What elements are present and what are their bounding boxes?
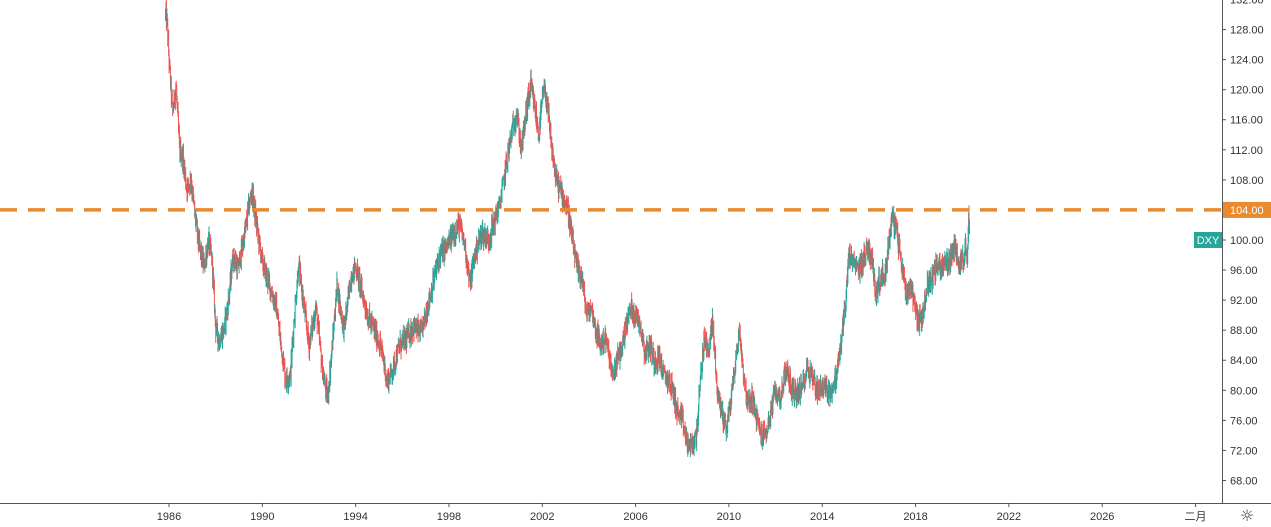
y-tick-label: 92.00 <box>1230 295 1258 307</box>
symbol-badge <box>1194 231 1222 248</box>
y-tick-label: 132.00 <box>1230 0 1264 6</box>
x-tick-label: 2014 <box>810 511 834 523</box>
x-tick-label: 2006 <box>623 511 647 523</box>
y-tick-label: 68.00 <box>1230 476 1258 488</box>
symbol-label: DXY <box>1197 235 1220 247</box>
x-tick-label: 2002 <box>530 511 554 523</box>
y-tick-label: 116.00 <box>1230 115 1263 127</box>
x-tick-label: 1990 <box>250 511 274 523</box>
x-tick-label: 2010 <box>717 511 741 523</box>
reference-price-badge <box>1223 201 1271 218</box>
x-tick-label: 1994 <box>343 511 367 523</box>
y-tick-label: 88.00 <box>1230 325 1258 337</box>
x-tick-label: 2022 <box>997 511 1021 523</box>
y-tick-label: 124.00 <box>1230 55 1264 67</box>
y-tick-label: 80.00 <box>1230 385 1258 397</box>
x-tick-label: 2026 <box>1090 511 1114 523</box>
y-tick-label: 108.00 <box>1230 175 1264 187</box>
x-tick-label: 二月 <box>1185 511 1207 523</box>
candles <box>165 0 970 458</box>
x-tick-label: 2018 <box>903 511 927 523</box>
y-tick-label: 100.00 <box>1230 235 1264 247</box>
y-tick-label: 128.00 <box>1230 25 1264 37</box>
x-tick-label: 1986 <box>157 511 181 523</box>
y-tick-label: 112.00 <box>1230 145 1263 157</box>
y-tick-label: 84.00 <box>1230 355 1258 367</box>
x-tick-label: 1998 <box>437 511 461 523</box>
y-tick-label: 72.00 <box>1230 445 1258 457</box>
y-tick-label: 76.00 <box>1230 415 1258 427</box>
gear-icon[interactable]: ☼ <box>1239 506 1255 525</box>
y-tick-label: 120.00 <box>1230 85 1264 97</box>
reference-price-label: 104.00 <box>1230 205 1264 217</box>
y-tick-label: 96.00 <box>1230 265 1258 277</box>
